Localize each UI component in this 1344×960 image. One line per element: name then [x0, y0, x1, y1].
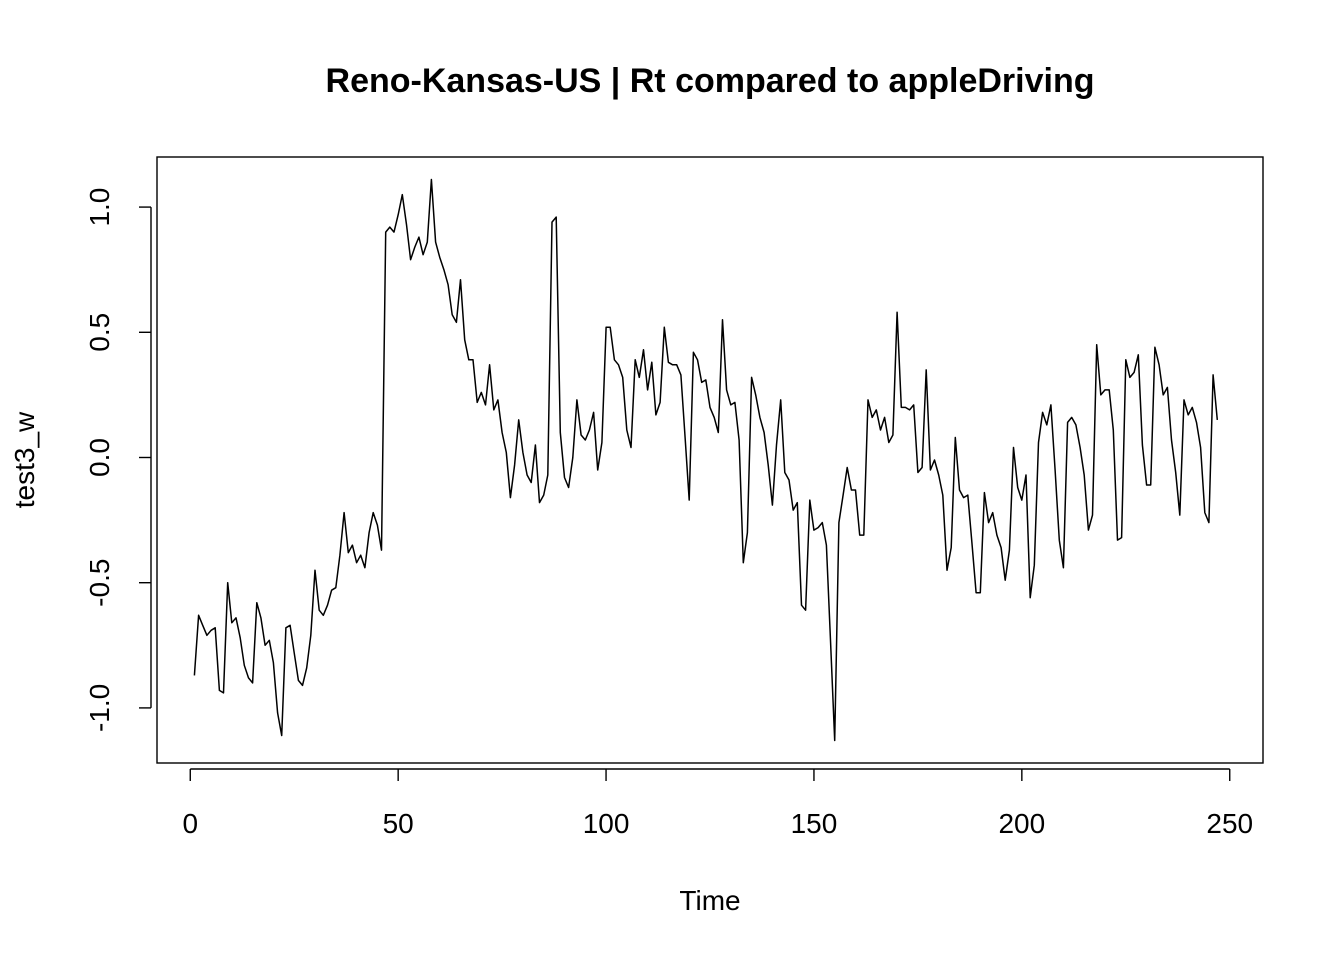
- plot-box: [156, 156, 1264, 764]
- y-tick-label: 0.0: [84, 438, 115, 477]
- x-axis: 0 50 100 150 200 250: [182, 768, 1253, 839]
- x-tick-label: 100: [583, 808, 630, 839]
- x-tick-label: 0: [182, 808, 198, 839]
- x-tick-label: 150: [791, 808, 838, 839]
- y-tick-label: 1.0: [84, 188, 115, 227]
- x-tick-label: 250: [1206, 808, 1253, 839]
- series-line: [193, 178, 1219, 742]
- y-axis-label: test3_w: [9, 411, 40, 508]
- x-tick-label: 50: [383, 808, 414, 839]
- x-tick-label: 200: [998, 808, 1045, 839]
- y-tick-label: -1.0: [84, 684, 115, 732]
- y-tick-label: 0.5: [84, 313, 115, 352]
- x-axis-label: Time: [679, 885, 740, 916]
- chart-title: Reno-Kansas-US | Rt compared to appleDri…: [326, 62, 1095, 100]
- y-axis: -1.0 -0.5 0.0 0.5 1.0: [84, 188, 152, 732]
- y-tick-label: -0.5: [84, 559, 115, 607]
